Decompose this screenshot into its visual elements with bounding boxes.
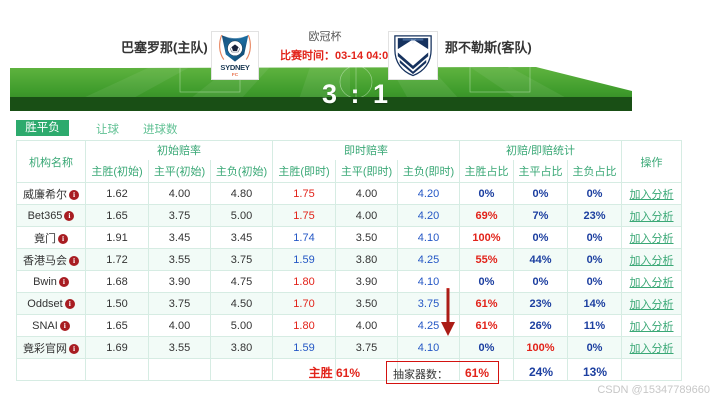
svg-text:SYDNEY: SYDNEY xyxy=(220,63,249,72)
svg-text:FC: FC xyxy=(232,72,239,77)
